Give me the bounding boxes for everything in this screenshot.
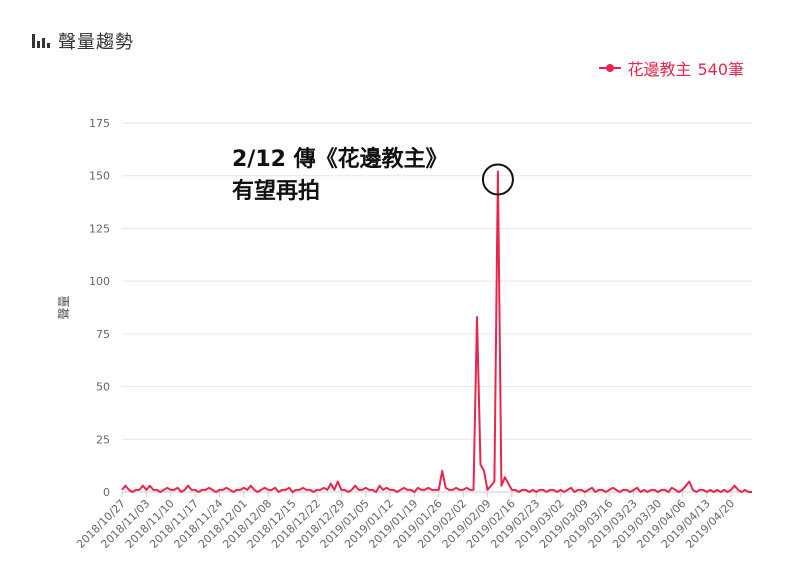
legend-count: 540筆 [697,60,744,79]
grid-lines [122,122,752,493]
y-axis-ticks: 0 25 50 75 100 125 150 175 [89,117,110,499]
legend-line-marker [599,62,622,74]
chart-header: 聲量趨勢 [32,28,134,54]
peak-highlight-circle [481,163,514,196]
y-axis-label: 聲量 [56,295,71,319]
legend-series-name: 花邊教主 [627,60,692,79]
legend-item[interactable]: 花邊教主 540筆 [599,56,744,80]
y-tick-label: 175 [89,117,110,130]
y-tick-label: 150 [89,170,110,183]
peak-annotation: 2/12 傳《花邊教主》 有望再拍 [232,144,448,208]
annotation-line-1: 2/12 傳《花邊教主》 [232,147,448,172]
bar-chart-icon [32,34,50,48]
y-tick-label: 0 [103,486,110,499]
series-line [121,170,752,493]
y-tick-label: 50 [96,381,110,394]
y-tick-label: 100 [89,275,110,288]
x-axis-ticks: 2018/10/272018/11/032018/11/102018/11/17… [74,492,737,551]
y-tick-label: 75 [96,328,110,341]
annotation-line-2: 有望再拍 [232,179,321,204]
chart-title: 聲量趨勢 [58,32,134,53]
y-tick-label: 25 [96,433,110,446]
y-tick-label: 125 [89,222,110,235]
